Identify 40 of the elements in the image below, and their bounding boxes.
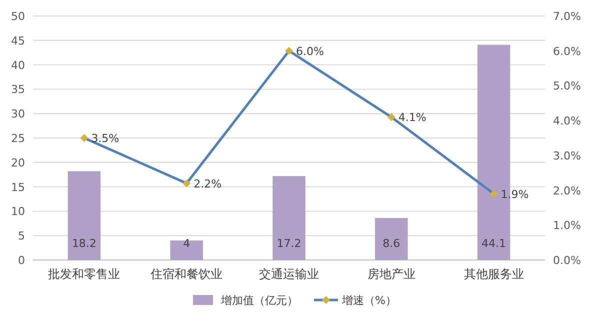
- data-label: 18.2: [72, 237, 96, 250]
- y-tick-label: 5: [18, 230, 25, 243]
- data-label: 4.1%: [398, 111, 426, 124]
- y-tick-label: 45: [11, 34, 25, 48]
- data-label: 1.9%: [500, 188, 529, 201]
- y2-tick-label: 7.0%: [553, 10, 581, 23]
- y2-tick-label: 2.0%: [553, 184, 581, 198]
- bar: [272, 176, 306, 260]
- y-tick-label: 35: [11, 83, 25, 96]
- legend-label: 增加值（亿元）: [220, 294, 298, 307]
- x-tick-label: 批发和零售业: [48, 267, 120, 281]
- bar: [68, 171, 101, 260]
- data-label: 4: [183, 237, 190, 250]
- legend-label: 增速（%）: [341, 294, 396, 307]
- bar: [375, 218, 408, 260]
- y-tick-label: 10: [11, 205, 25, 218]
- bar: [170, 240, 203, 260]
- y2-tick-label: 6.0%: [553, 44, 581, 58]
- y2-tick-label: 4.0%: [553, 114, 581, 128]
- y-tick-label: 20: [11, 156, 25, 170]
- data-label: 17.2: [276, 237, 302, 250]
- x-tick-label: 住宿和餐饮业: [150, 267, 223, 281]
- x-tick-label: 房地产业: [367, 267, 416, 281]
- y2-tick-label: 5.0%: [553, 80, 581, 93]
- x-tick-label: 其他服务业: [464, 267, 524, 281]
- data-label: 3.5%: [91, 132, 120, 145]
- y-tick-label: 0: [18, 254, 25, 267]
- data-label: 2.2%: [194, 177, 222, 190]
- y-tick-label: 30: [11, 108, 25, 121]
- data-label: 6.0%: [296, 44, 324, 58]
- data-label: 44.1: [482, 237, 506, 250]
- y2-tick-label: 1.0%: [553, 219, 581, 232]
- x-tick-label: 交通运输业: [259, 267, 319, 281]
- y2-tick-label: 0.0%: [553, 254, 581, 267]
- y-tick-label: 25: [11, 132, 25, 145]
- data-label: 8.6: [382, 237, 400, 250]
- y-tick-label: 50: [11, 10, 25, 23]
- y2-tick-label: 3.0%: [553, 149, 581, 162]
- y-tick-label: 15: [11, 180, 25, 194]
- y-tick-label: 40: [11, 58, 25, 72]
